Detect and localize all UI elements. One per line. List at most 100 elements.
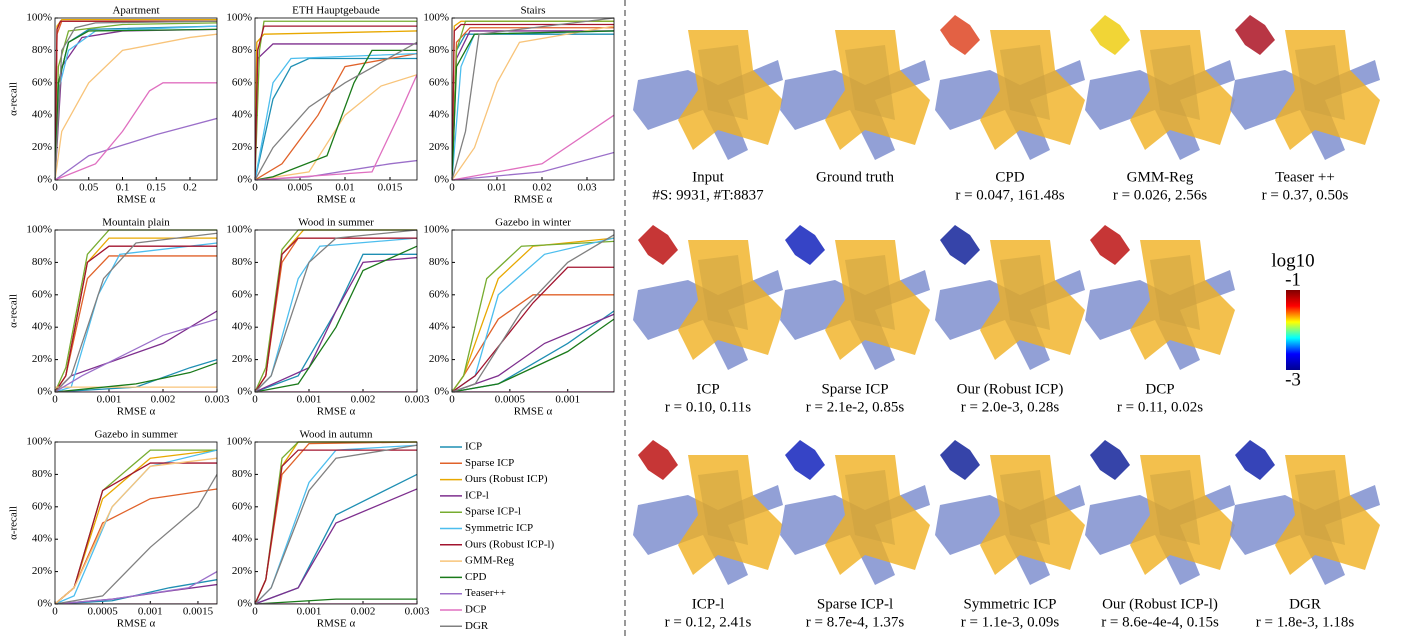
y-tick-label: 20%	[232, 141, 252, 153]
recall-curve	[255, 25, 417, 180]
point-cloud	[780, 30, 930, 160]
y-tick-label: 80%	[232, 44, 252, 56]
plot-area	[255, 18, 417, 180]
recall-curve	[55, 20, 217, 180]
x-axis-label: RMSE α	[317, 618, 356, 630]
x-tick-label: 0.0005	[495, 394, 526, 406]
y-tick-label: 40%	[32, 109, 52, 121]
y-tick-label: 60%	[32, 76, 52, 88]
chart-title: Wood in autumn	[299, 429, 373, 441]
y-tick-label: 20%	[232, 565, 252, 577]
panel-info: r = 8.7e-4, 1.37s	[806, 614, 905, 630]
cloud-target-detail	[698, 255, 748, 330]
recall-curve	[255, 74, 417, 180]
point-cloud	[633, 440, 783, 585]
x-tick-label: 0.15	[147, 182, 167, 194]
plot-frame	[54, 229, 218, 393]
x-tick-label: 0.002	[351, 394, 376, 406]
cloud-highlight	[1090, 440, 1130, 480]
x-tick-label: 0.1	[116, 182, 130, 194]
colorbar-max: -1	[1285, 269, 1301, 290]
x-tick-label: 0.01	[487, 182, 506, 194]
chart-title: Stairs	[520, 5, 545, 17]
recall-curve	[452, 266, 614, 392]
panel-info: r = 0.11, 0.02s	[1117, 399, 1203, 415]
y-tick-label: 80%	[32, 44, 52, 56]
y-tick-label: 0%	[434, 386, 449, 398]
recall-curve	[55, 245, 217, 392]
x-tick-label: 0.001	[138, 606, 163, 618]
recall-curve	[55, 33, 217, 180]
y-tick-label: 40%	[32, 533, 52, 545]
recall-curve	[452, 240, 614, 392]
panel-info: r = 0.047, 161.48s	[955, 187, 1064, 203]
recall-curve	[55, 362, 217, 392]
y-tick-label: 80%	[232, 256, 252, 268]
y-tick-label: 100%	[26, 436, 52, 448]
colorbar-title: log10	[1271, 250, 1314, 271]
point-cloud	[1085, 440, 1235, 585]
chart-title: Apartment	[112, 5, 159, 17]
panel-info: #S: 9931, #T:8837	[652, 187, 764, 203]
x-axis-label: RMSE α	[117, 618, 156, 630]
point-cloud	[935, 225, 1085, 370]
recall-curve	[255, 488, 417, 604]
x-tick-label: 0.001	[297, 394, 322, 406]
cloud-highlight	[1090, 225, 1130, 265]
recall-curve	[255, 256, 417, 392]
panel-info: r = 2.0e-3, 0.28s	[961, 399, 1060, 415]
recall-curve	[452, 114, 614, 180]
panel-label: Our (Robust ICP-l)	[1102, 596, 1218, 612]
y-tick-label: 0%	[37, 386, 52, 398]
plot-frame	[254, 441, 418, 605]
y-tick-label: 20%	[32, 141, 52, 153]
plot-frame	[451, 229, 615, 393]
y-tick-label: 0%	[37, 174, 52, 186]
panel-info: r = 0.10, 0.11s	[665, 399, 751, 415]
y-tick-label: 0%	[237, 598, 252, 610]
cloud-highlight	[940, 440, 980, 480]
panel-info: r = 0.37, 0.50s	[1262, 187, 1349, 203]
legend-label: Ours (Robust ICP)	[465, 473, 548, 485]
x-tick-label: 0.03	[577, 182, 597, 194]
y-tick-label: 60%	[232, 76, 252, 88]
y-tick-label: 0%	[237, 386, 252, 398]
recall-curve	[452, 23, 614, 180]
x-tick-label: 0	[449, 182, 455, 194]
x-tick-label: 0	[252, 606, 258, 618]
point-cloud	[1230, 15, 1380, 160]
plot-frame	[54, 441, 218, 605]
chart-title: Gazebo in winter	[495, 217, 571, 229]
recall-curve	[452, 318, 614, 392]
recall-curve	[452, 151, 614, 180]
cloud-target-detail	[698, 45, 748, 120]
panel-info: r = 8.6e-4e-4, 0.15s	[1101, 614, 1219, 630]
y-tick-label: 100%	[26, 12, 52, 24]
x-tick-label: 0.003	[205, 394, 230, 406]
panel-label: ICP	[696, 381, 719, 397]
recall-curve	[255, 229, 417, 392]
point-cloud	[935, 15, 1085, 160]
cloud-highlight	[1235, 440, 1275, 480]
y-tick-label: 40%	[232, 109, 252, 121]
y-tick-label: 100%	[423, 12, 449, 24]
recall-curve	[55, 117, 217, 180]
plot-frame	[54, 17, 218, 181]
recall-curve	[55, 474, 217, 604]
plot-area	[55, 230, 217, 392]
panel-label: Input	[692, 169, 724, 185]
y-tick-label: 60%	[429, 288, 449, 300]
colorbar-min: -3	[1285, 369, 1301, 390]
cloud-target-detail	[845, 45, 895, 120]
legend-label: Ours (Robust ICP-l)	[465, 538, 555, 550]
x-tick-label: 0	[252, 394, 258, 406]
plot-frame	[451, 17, 615, 181]
panel-label: DGR	[1289, 596, 1321, 612]
x-axis-label: RMSE α	[117, 406, 156, 418]
recall-curve	[255, 449, 417, 604]
legend-label: ICP	[465, 441, 482, 453]
point-cloud	[1085, 225, 1235, 370]
recall-curve	[255, 444, 417, 604]
recall-curve	[452, 234, 614, 392]
